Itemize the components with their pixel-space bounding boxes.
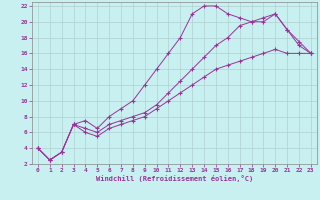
X-axis label: Windchill (Refroidissement éolien,°C): Windchill (Refroidissement éolien,°C) <box>96 175 253 182</box>
